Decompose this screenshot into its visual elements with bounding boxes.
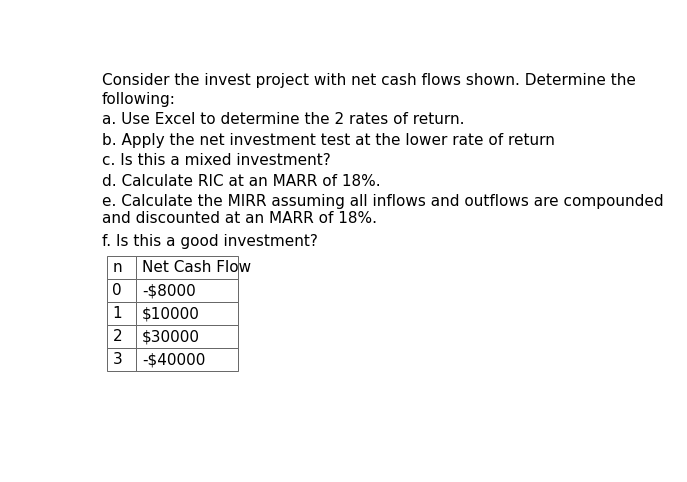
Text: -$40000: -$40000: [142, 352, 205, 367]
Bar: [107, 302, 137, 325]
Bar: [107, 256, 137, 279]
Text: 1: 1: [113, 306, 122, 321]
Text: a. Use Excel to determine the 2 rates of return.: a. Use Excel to determine the 2 rates of…: [102, 112, 464, 127]
Text: $30000: $30000: [142, 329, 200, 344]
Text: Net Cash Flow: Net Cash Flow: [142, 260, 251, 275]
Text: n: n: [113, 260, 122, 275]
Text: following:: following:: [102, 92, 176, 107]
Bar: [107, 325, 137, 348]
Text: e. Calculate the MIRR assuming all inflows and outflows are compounded
and disco: e. Calculate the MIRR assuming all inflo…: [102, 194, 664, 227]
Bar: [137, 348, 238, 371]
Bar: [107, 279, 137, 302]
Bar: [137, 302, 238, 325]
Bar: [137, 325, 238, 348]
Text: c. Is this a mixed investment?: c. Is this a mixed investment?: [102, 153, 330, 168]
Text: f. Is this a good investment?: f. Is this a good investment?: [102, 234, 317, 249]
Text: d. Calculate RIC at an MARR of 18%.: d. Calculate RIC at an MARR of 18%.: [102, 174, 381, 188]
Text: b. Apply the net investment test at the lower rate of return: b. Apply the net investment test at the …: [102, 133, 554, 148]
Bar: [137, 256, 238, 279]
Text: Consider the invest project with net cash flows shown. Determine the: Consider the invest project with net cas…: [102, 73, 635, 88]
Text: 3: 3: [113, 352, 122, 367]
Text: 2: 2: [113, 329, 122, 344]
Bar: [107, 348, 137, 371]
Bar: [137, 279, 238, 302]
Text: $10000: $10000: [142, 306, 200, 321]
Text: 0: 0: [113, 283, 122, 298]
Text: -$8000: -$8000: [142, 283, 196, 298]
